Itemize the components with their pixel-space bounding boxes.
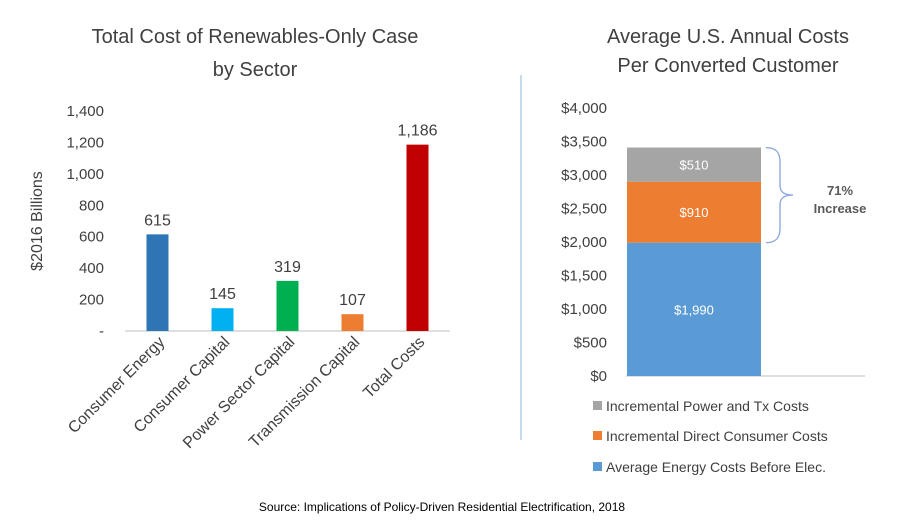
left-bar-value-label: 1,186 <box>397 123 437 140</box>
stacked-bar-segment-label: $1,990 <box>674 302 714 317</box>
right-y-tick-label: $2,000 <box>561 234 607 251</box>
left-y-tick-label: 1,200 <box>66 134 104 151</box>
left-y-tick-label: 200 <box>79 292 104 309</box>
legend-swatch <box>593 462 602 471</box>
right-y-tick-label: $1,000 <box>561 301 607 318</box>
left-y-tick-label: 600 <box>79 229 104 246</box>
right-chart-title-line: Per Converted Customer <box>617 55 839 77</box>
left-y-tick-label: 800 <box>79 197 104 214</box>
left-bar-value-label: 107 <box>339 292 366 309</box>
left-category-label: Transmission Capital <box>246 334 363 451</box>
right-y-tick-label: $3,500 <box>561 134 607 151</box>
legend-swatch <box>593 431 602 440</box>
left-chart: Total Cost of Renewables-Only Case by Sec… <box>29 26 450 452</box>
legend-label: Incremental Direct Consumer Costs <box>606 428 828 444</box>
left-bar <box>341 314 364 331</box>
right-chart: Average U.S. Annual Costs Per Converted C… <box>561 26 866 475</box>
left-category-label: Power Sector Capital <box>180 334 298 452</box>
left-y-tick-label: 1,000 <box>66 166 104 183</box>
left-chart-title-line: Total Cost of Renewables-Only Case <box>92 26 419 48</box>
stacked-bar-segment <box>627 242 761 376</box>
right-y-tick-label: $4,000 <box>561 100 607 117</box>
stacked-bar-segment <box>627 147 761 182</box>
left-chart-title-line: by Sector <box>213 59 298 81</box>
legend-label: Incremental Power and Tx Costs <box>606 398 809 414</box>
left-y-tick-label: 1,400 <box>66 103 104 120</box>
right-y-tick-label: $1,500 <box>561 268 607 285</box>
left-bar <box>276 280 299 331</box>
left-bar-value-label: 145 <box>209 286 236 303</box>
increase-annotation-line: Increase <box>814 201 867 216</box>
left-y-axis-label: $2016 Billions <box>29 171 46 271</box>
increase-annotation-line: 71% <box>827 183 853 198</box>
right-y-tick-label: $0 <box>590 368 607 385</box>
left-y-tick-label: - <box>99 323 104 340</box>
source-note: Source: Implications of Policy-Driven Re… <box>259 500 625 514</box>
increase-bracket <box>765 146 794 244</box>
right-y-tick-label: $2,500 <box>561 201 607 218</box>
legend-label: Average Energy Costs Before Elec. <box>606 459 826 475</box>
left-bar <box>406 144 429 331</box>
right-chart-title-line: Average U.S. Annual Costs <box>607 26 849 48</box>
stacked-bar-segment <box>627 181 761 243</box>
left-bar <box>146 234 169 331</box>
right-y-tick-label: $500 <box>574 335 607 352</box>
left-bar <box>211 308 234 331</box>
left-y-tick-label: 400 <box>79 260 104 277</box>
legend-swatch <box>593 401 602 410</box>
stacked-bar-segment-label: $510 <box>680 158 709 173</box>
right-y-tick-label: $3,000 <box>561 167 607 184</box>
stacked-bar-segment-label: $910 <box>680 205 709 220</box>
left-category-label: Total Costs <box>360 334 428 402</box>
left-bar-value-label: 615 <box>144 212 171 229</box>
left-bar-value-label: 319 <box>274 259 301 276</box>
